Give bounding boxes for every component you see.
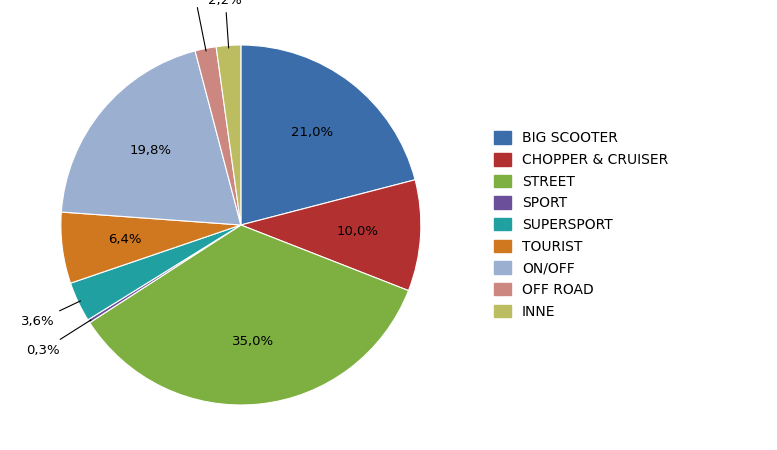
Wedge shape [195, 47, 241, 225]
Wedge shape [71, 225, 241, 320]
Wedge shape [241, 180, 421, 291]
Text: 6,4%: 6,4% [108, 234, 141, 247]
Wedge shape [89, 225, 409, 405]
Text: 10,0%: 10,0% [336, 225, 378, 238]
Text: 0,3%: 0,3% [26, 320, 91, 357]
Text: 3,6%: 3,6% [21, 301, 81, 328]
Wedge shape [61, 51, 241, 225]
Wedge shape [88, 225, 241, 323]
Legend: BIG SCOOTER, CHOPPER & CRUISER, STREET, SPORT, SUPERSPORT, TOURIST, ON/OFF, OFF : BIG SCOOTER, CHOPPER & CRUISER, STREET, … [489, 126, 674, 324]
Wedge shape [216, 45, 241, 225]
Wedge shape [241, 45, 415, 225]
Text: 21,0%: 21,0% [291, 126, 333, 139]
Text: 19,8%: 19,8% [130, 144, 172, 157]
Text: 1,9%: 1,9% [178, 0, 212, 51]
Text: 35,0%: 35,0% [232, 335, 274, 348]
Text: 2,2%: 2,2% [208, 0, 242, 48]
Wedge shape [61, 212, 241, 283]
